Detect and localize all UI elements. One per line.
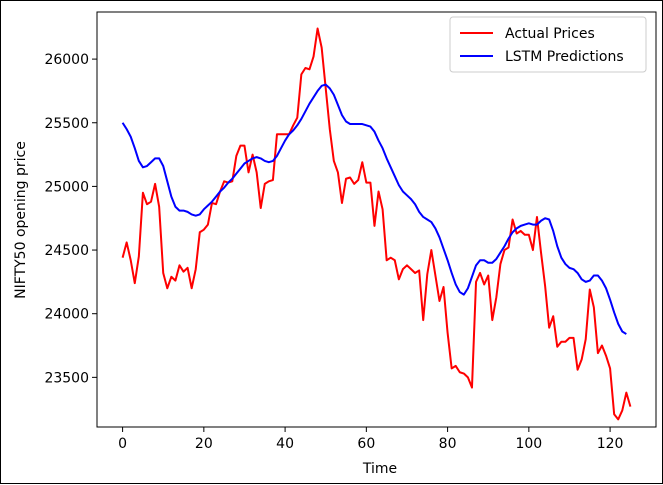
- series-line-actual: [121, 27, 632, 421]
- x-tick-label: 40: [276, 436, 294, 452]
- series-line-predicted: [121, 83, 627, 335]
- legend-label-predicted: LSTM Predictions: [505, 49, 624, 65]
- y-tick-label: 24500: [44, 243, 89, 259]
- x-tick-label: 80: [439, 436, 457, 452]
- y-tick-label: 23500: [44, 370, 89, 386]
- plot-area: [121, 27, 632, 421]
- x-tick-label: 100: [515, 436, 542, 452]
- x-tick-label: 60: [357, 436, 375, 452]
- y-tick-label: 24000: [44, 307, 89, 323]
- legend: Actual Prices LSTM Predictions: [449, 16, 647, 73]
- y-tick-label: 26000: [44, 52, 89, 68]
- x-tick-label: 0: [118, 436, 127, 452]
- legend-label-actual: Actual Prices: [505, 26, 595, 42]
- axes: [96, 11, 657, 428]
- y-tick-label: 25500: [44, 116, 89, 132]
- legend-box: [449, 16, 647, 73]
- y-axis-label: NIFTY50 opening price: [13, 141, 29, 299]
- axes-border: [96, 11, 657, 428]
- x-tick-label: 120: [597, 436, 624, 452]
- x-tick-label: 20: [195, 436, 213, 452]
- x-axis-label: Time: [362, 461, 397, 477]
- y-tick-label: 25000: [44, 179, 89, 195]
- ticks: 0 20 40 60 80 100 120 23500 24000 24500 25000 25500…: [44, 52, 623, 452]
